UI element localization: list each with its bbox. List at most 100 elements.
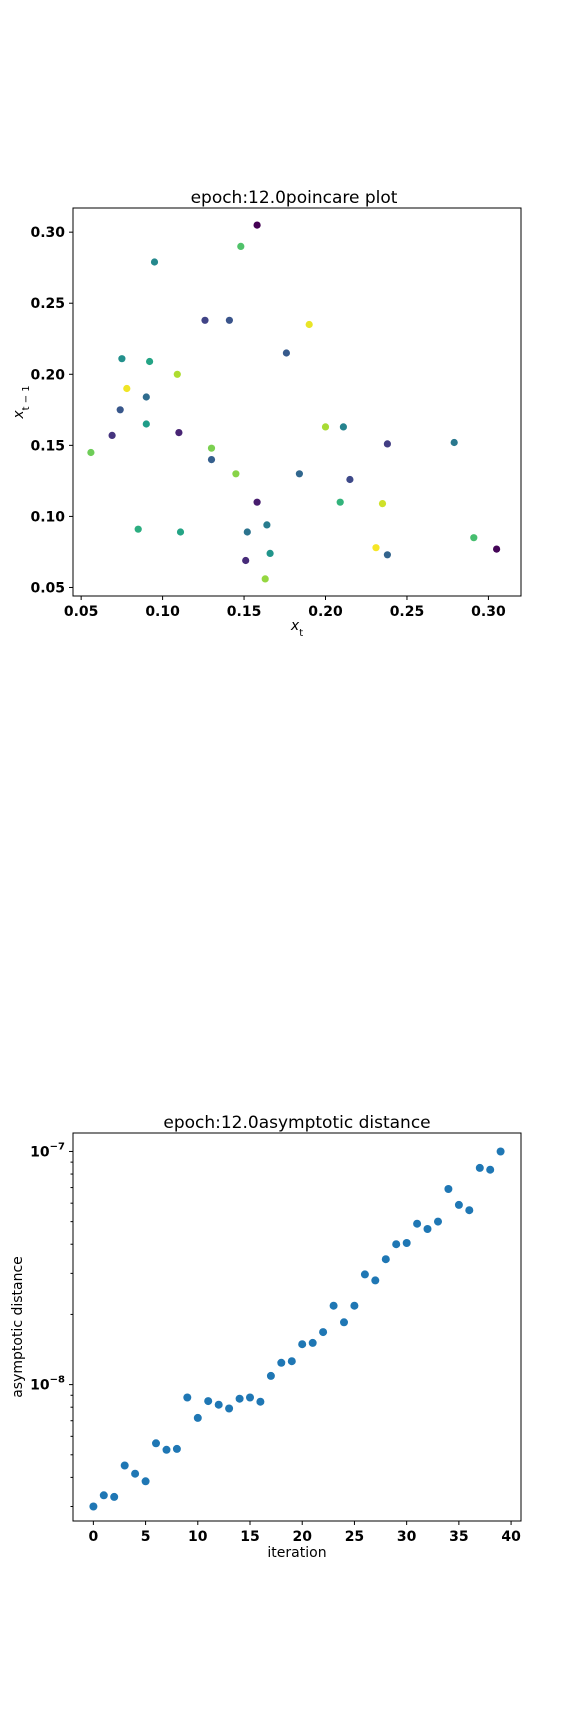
x-tick-label: 20: [292, 1529, 312, 1545]
y-axis-label: xt − 1: [11, 385, 32, 419]
x-tick-label: 5: [141, 1529, 151, 1545]
scatter-point: [131, 1469, 140, 1478]
scatter-point: [493, 545, 501, 553]
scatter-point: [339, 423, 347, 431]
scatter-point: [141, 1477, 150, 1486]
scatter-point: [175, 429, 183, 437]
scatter-point: [108, 431, 116, 439]
scatter-point: [266, 549, 274, 558]
chart-title: epoch:12.0asymptotic distance: [163, 1113, 430, 1133]
scatter-point: [214, 1400, 223, 1409]
scatter-point: [470, 534, 478, 542]
scatter-point: [263, 521, 271, 529]
y-tick-label: 0.15: [30, 438, 65, 454]
x-axis-label: iteration: [267, 1545, 326, 1561]
scatter-point: [295, 470, 303, 478]
scatter-point: [319, 1328, 328, 1337]
scatter-point: [308, 1338, 317, 1347]
scatter-point: [237, 242, 245, 250]
scatter-point: [450, 438, 458, 447]
scatter-point: [383, 440, 391, 448]
scatter-point: [321, 423, 330, 431]
scatter-point: [253, 221, 261, 229]
scatter-point: [225, 1404, 234, 1413]
scatter-point: [287, 1357, 296, 1366]
plot-frame: [72, 1132, 522, 1522]
scatter-point: [193, 1413, 202, 1422]
scatter-point: [434, 1217, 442, 1226]
scatter-point: [225, 316, 233, 324]
scatter-point: [243, 528, 251, 536]
x-tick-label: 0.10: [145, 604, 180, 620]
scatter-point: [176, 528, 185, 536]
x-tick-label: 0: [88, 1529, 98, 1545]
x-tick-label: 0.30: [471, 604, 506, 620]
x-axis: 0 5 10 15 20 25 30 35 40: [88, 1521, 521, 1545]
scatter-points: [89, 1147, 505, 1511]
scatter-point: [183, 1393, 192, 1402]
y-tick-label: 10−7: [30, 1141, 65, 1160]
scatter-point: [256, 1397, 265, 1406]
x-tick-label: 0.15: [227, 604, 262, 620]
scatter-point: [392, 1240, 401, 1249]
scatter-point: [201, 316, 209, 324]
scatter-point: [496, 1147, 505, 1156]
scatter-point: [246, 1393, 254, 1402]
scatter-point: [123, 384, 131, 393]
x-tick-label: 0.05: [64, 604, 99, 620]
scatter-point: [99, 1491, 108, 1500]
scatter-point: [142, 420, 150, 428]
scatter-point: [162, 1445, 171, 1454]
scatter-point: [350, 1301, 359, 1310]
scatter-point: [378, 500, 387, 508]
scatter-point: [134, 525, 142, 533]
scatter-point: [475, 1163, 484, 1172]
x-axis-label: xt: [290, 618, 303, 639]
scatter-point: [207, 456, 216, 464]
x-tick-label: 0.25: [390, 604, 425, 620]
scatter-point: [413, 1219, 422, 1228]
scatter-point: [146, 357, 154, 366]
scatter-point: [232, 470, 240, 478]
scatter-point: [118, 355, 126, 363]
scatter-point: [235, 1394, 244, 1403]
scatter-point: [120, 1461, 129, 1470]
y-axis: 0.05 0.10 0.15 0.20 0.25 0.30: [30, 225, 73, 596]
scatter-point: [486, 1165, 495, 1174]
scatter-point: [423, 1225, 432, 1233]
scatter-point: [110, 1492, 119, 1501]
scatter-point: [383, 551, 391, 559]
plot-frame: [72, 207, 522, 597]
y-tick-label: 10−8: [30, 1375, 65, 1394]
scatter-point: [89, 1502, 98, 1511]
x-axis: 0.05 0.10 0.15 0.20 0.25 0.30: [64, 596, 506, 620]
y-tick-label: 0.20: [30, 367, 65, 383]
scatter-point: [87, 448, 95, 457]
scatter-point: [298, 1340, 307, 1349]
scatter-point: [346, 475, 354, 484]
scatter-point: [465, 1206, 474, 1215]
scatter-point: [329, 1301, 338, 1310]
y-tick-label: 0.30: [30, 225, 65, 241]
scatter-point: [266, 1371, 275, 1380]
y-tick-label: 0.10: [30, 509, 65, 525]
scatter-point: [340, 1318, 348, 1327]
scatter-point: [152, 1439, 160, 1448]
scatter-point: [173, 370, 181, 378]
scatter-point: [204, 1397, 213, 1406]
scatter-point: [116, 406, 124, 414]
scatter-point: [381, 1255, 390, 1264]
chart-title: epoch:12.0poincare plot: [191, 188, 398, 208]
scatter-point: [150, 258, 159, 266]
poincare-chart: epoch:12.0poincare plot 0.05 0.10 0.15 0.20…: [11, 188, 522, 639]
scatter-point: [372, 544, 380, 552]
x-tick-label: 15: [240, 1529, 259, 1545]
scatter-point: [444, 1185, 453, 1193]
x-tick-label: 30: [397, 1529, 417, 1545]
x-tick-label: 25: [345, 1529, 364, 1545]
x-tick-label: 35: [449, 1529, 468, 1545]
scatter-point: [242, 556, 250, 565]
x-tick-label: 10: [188, 1529, 208, 1545]
scatter-point: [261, 575, 269, 583]
